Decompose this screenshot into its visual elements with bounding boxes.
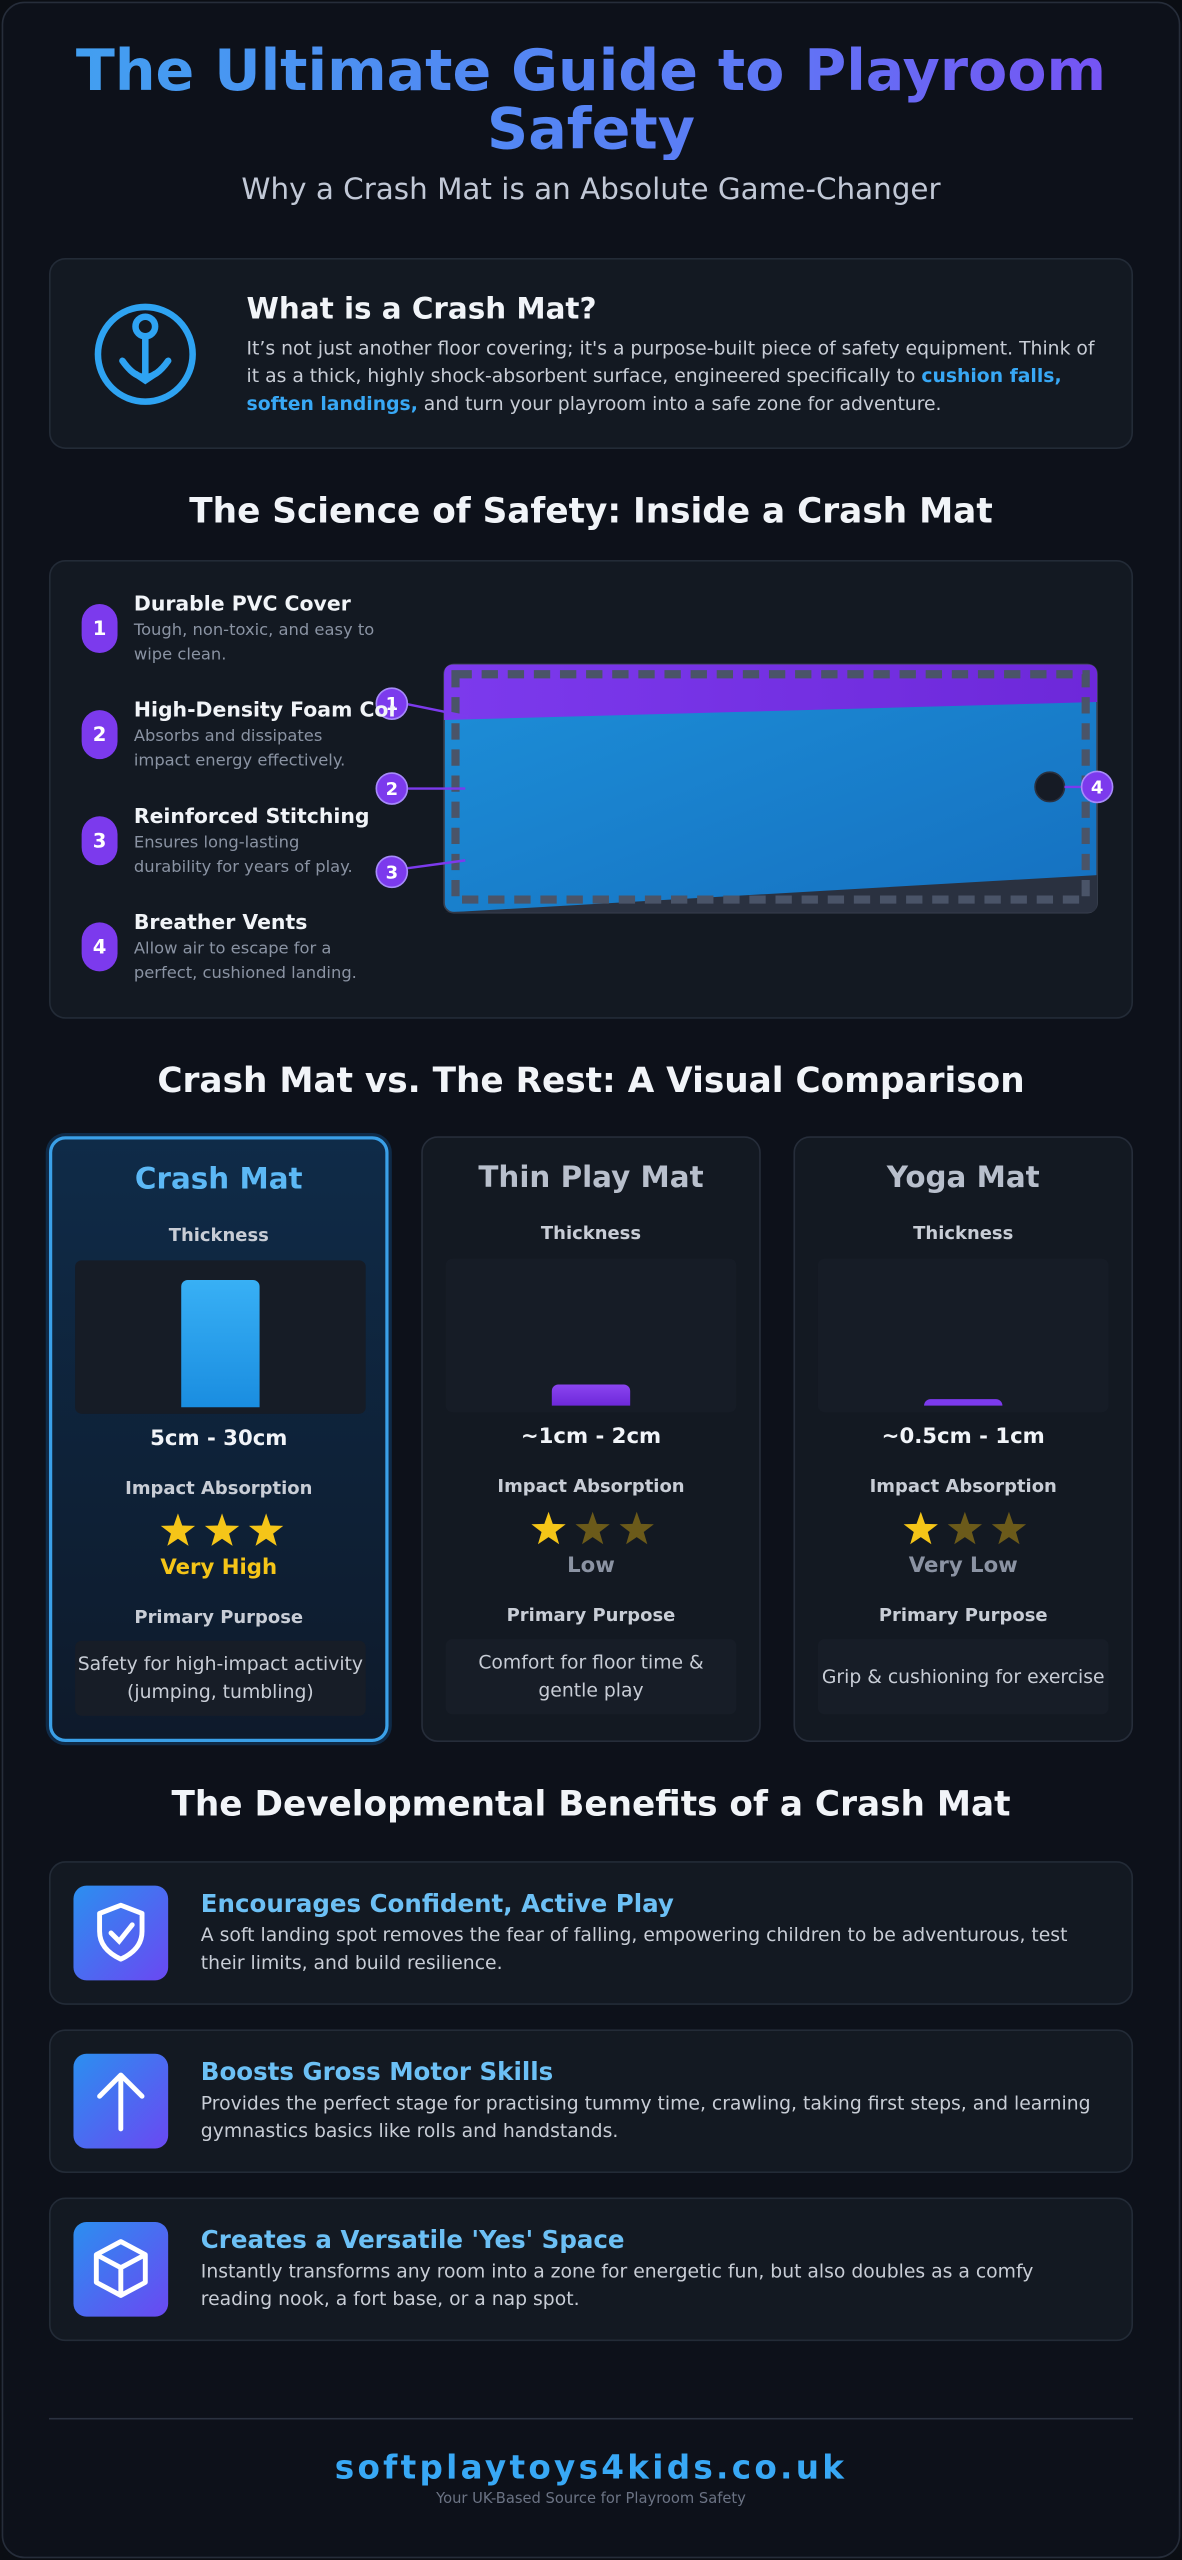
- thickness-value: ~0.5cm - 1cm: [881, 1425, 1045, 1450]
- star: [947, 1511, 983, 1545]
- purpose-text: Safety for high-impact activity (jumping…: [75, 1640, 366, 1716]
- benefit-icon: [73, 1885, 169, 1981]
- mat-diagram: 1 2 3 4: [375, 663, 1114, 914]
- layer-text: Absorbs and dissipates impact energy eff…: [133, 728, 346, 771]
- thickness-visual: [445, 1258, 737, 1413]
- star: [903, 1511, 938, 1545]
- benefit-title: Encourages Confident, Active Play: [200, 1888, 674, 1919]
- footer-site: softplaytoys4kids.co.uk: [334, 2447, 848, 2487]
- star: [160, 1513, 196, 1546]
- benefit-title: Creates a Versatile 'Yes' Space: [200, 2225, 625, 2255]
- benefit-card: Encourages Confident, Active Play A soft …: [48, 1861, 1134, 2005]
- callout-badge: [375, 772, 409, 805]
- benefit-card: Boosts Gross Motor Skills Provides the pe…: [48, 2029, 1134, 2173]
- footer-tagline: Your UK-Based Source for Playroom Safety: [436, 2491, 746, 2508]
- layer-title: High-Density Foam Core: [133, 697, 396, 722]
- page-title: The Ultimate Guide to Playroom Safety: [0, 42, 1182, 160]
- layer-text: Allow air to escape for a perfect, cushi…: [133, 940, 357, 983]
- thickness-bar: [924, 1399, 1003, 1406]
- layer-badge: 3: [81, 816, 118, 866]
- benefit-glyph: [97, 2072, 145, 2132]
- benefit-text: Instantly transforms any room into a zon…: [200, 2259, 1034, 2311]
- absorption-label: Impact Absorption: [125, 1477, 313, 1499]
- star: [991, 1511, 1027, 1545]
- section-title: The Science of Safety: Inside a Crash Ma…: [189, 491, 993, 531]
- layer-badge: 1: [81, 604, 118, 654]
- star: [619, 1511, 654, 1545]
- section-title: Crash Mat vs. The Rest: A Visual Compari…: [157, 1061, 1025, 1101]
- intro-icon: [94, 303, 196, 405]
- benefit-text: Provides the perfect stage for practisin…: [200, 2091, 1091, 2142]
- star-rating: [160, 1513, 284, 1546]
- callout-badge: [375, 855, 409, 889]
- mat-card: Yoga Mat Thickness ~0.5cm - 1cm Impact Abso…: [793, 1136, 1134, 1742]
- footer-rule: [48, 2417, 1134, 2420]
- thickness-visual: [75, 1260, 366, 1414]
- thickness-value: 5cm - 30cm: [150, 1426, 288, 1452]
- purpose-label: Primary Purpose: [506, 1604, 676, 1627]
- thickness-bar: [181, 1279, 260, 1408]
- layer-text: Tough, non-toxic, and easy to wipe clean…: [133, 622, 375, 665]
- intro-highlight: cushion falls, soften landings,: [246, 364, 1062, 415]
- layer-title: Breather Vents: [133, 909, 308, 934]
- benefit-title: Boosts Gross Motor Skills: [200, 2057, 554, 2087]
- callout-number: 1: [386, 694, 398, 715]
- mat-name: Thin Play Mat: [478, 1160, 704, 1196]
- benefit-card: Creates a Versatile 'Yes' Space Instantly…: [48, 2197, 1134, 2342]
- callout-number: 4: [1091, 777, 1103, 798]
- star: [575, 1511, 610, 1545]
- star: [248, 1513, 284, 1546]
- page-subtitle: Why a Crash Mat is an Absolute Game-Chan…: [241, 173, 941, 208]
- purpose-text: Comfort for floor time & gentle play: [445, 1639, 737, 1715]
- thickness-label: Thickness: [540, 1222, 642, 1245]
- purpose-text: Grip & cushioning for exercise: [817, 1639, 1109, 1715]
- absorption-label: Impact Absorption: [869, 1475, 1057, 1498]
- mat-card: Crash Mat Thickness 5cm - 30cm Impact Absor…: [48, 1136, 389, 1742]
- absorption-rating: Very High: [160, 1555, 278, 1581]
- layer-title: Reinforced Stitching: [133, 803, 370, 828]
- star-rating: [531, 1511, 654, 1545]
- thickness-value: ~1cm - 2cm: [520, 1425, 662, 1450]
- intro-text: It’s not just another floor covering; it…: [247, 335, 1104, 418]
- thickness-label: Thickness: [168, 1224, 269, 1246]
- mat-card: Thin Play Mat Thickness ~1cm - 2cm Impact A…: [421, 1136, 761, 1742]
- callout-badge: [375, 687, 409, 720]
- star-rating: [903, 1511, 1027, 1545]
- benefit-icon: [73, 2053, 169, 2149]
- absorption-rating: Very Low: [908, 1554, 1018, 1579]
- intro-text-part: It’s not just another floor covering; it…: [246, 336, 1095, 387]
- callout-badge: [1080, 770, 1114, 804]
- mat-name: Crash Mat: [134, 1162, 303, 1197]
- callout-number: 3: [386, 862, 398, 883]
- section-title: The Developmental Benefits of a Crash Ma…: [171, 1784, 1011, 1824]
- intro-text-part: and turn your playroom into a safe zone …: [417, 391, 942, 415]
- absorption-label: Impact Absorption: [497, 1475, 685, 1498]
- benefit-text: A soft landing spot removes the fear of …: [200, 1923, 1068, 1974]
- benefit-glyph: [93, 2239, 148, 2298]
- callout-number: 2: [386, 779, 398, 800]
- intro-card: What is a Crash Mat? It’s not just anoth…: [48, 257, 1134, 449]
- layer-badge: 4: [81, 922, 118, 972]
- benefit-glyph: [97, 1902, 145, 1962]
- thickness-label: Thickness: [913, 1222, 1014, 1245]
- layer-title: Durable PVC Cover: [133, 591, 351, 616]
- absorption-rating: Low: [567, 1554, 615, 1579]
- benefit-icon: [73, 2221, 169, 2317]
- purpose-label: Primary Purpose: [878, 1604, 1048, 1627]
- star: [204, 1513, 240, 1546]
- thickness-visual: [817, 1258, 1109, 1413]
- purpose-label: Primary Purpose: [134, 1606, 304, 1628]
- intro-title: What is a Crash Mat?: [246, 292, 597, 327]
- layer-text: Ensures long-lasting durability for year…: [133, 834, 353, 877]
- star: [531, 1511, 566, 1545]
- mat-name: Yoga Mat: [886, 1160, 1040, 1196]
- layer-badge: 2: [81, 710, 118, 760]
- thickness-bar: [551, 1384, 631, 1406]
